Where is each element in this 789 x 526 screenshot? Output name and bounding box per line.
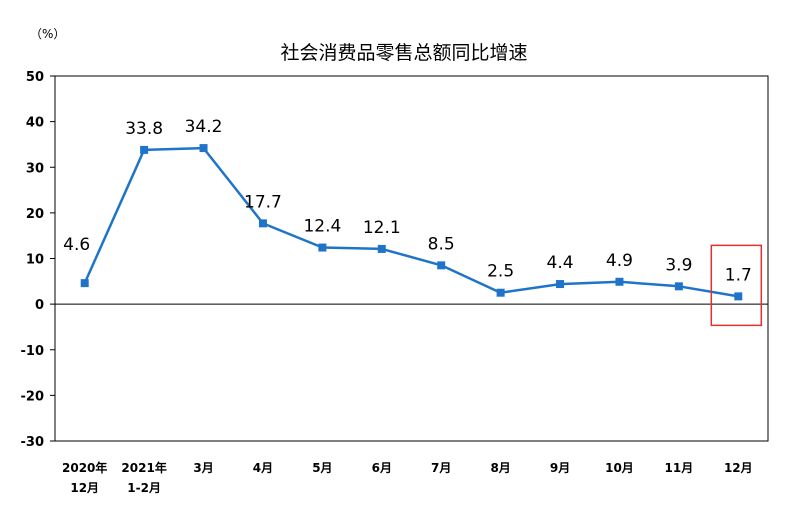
x-tick-label: 2020年 (62, 460, 107, 475)
x-tick-label: 1-2月 (127, 481, 161, 495)
data-label: 1.7 (725, 265, 752, 285)
data-point (80, 279, 89, 288)
y-tick-label: -20 (21, 389, 45, 404)
y-axis: 50 40 30 20 10 0 -10 -20 -30 (21, 70, 55, 450)
data-point (199, 144, 208, 153)
x-tick-label: 6月 (372, 461, 392, 475)
y-tick-label: 20 (26, 207, 44, 222)
data-label: 4.6 (63, 235, 90, 255)
data-label: 12.1 (363, 218, 401, 238)
x-tick-label: 9月 (550, 461, 570, 475)
y-tick-label: 0 (35, 298, 44, 313)
data-point (496, 288, 505, 297)
data-point (615, 277, 624, 286)
x-tick-label: 7月 (431, 461, 451, 475)
data-label: 3.9 (665, 255, 692, 275)
y-tick-label: 30 (26, 161, 44, 176)
data-label: 4.4 (547, 253, 574, 273)
highlight-box (710, 244, 763, 327)
x-tick-label: 12月 (724, 461, 753, 475)
data-point (318, 243, 327, 252)
unit-label: （%） (30, 27, 65, 41)
data-label: 33.8 (125, 119, 163, 139)
y-tick-label: 50 (26, 70, 44, 85)
data-point (674, 282, 683, 291)
y-tick-label: -10 (21, 344, 45, 359)
x-tick-label: 10月 (605, 461, 634, 475)
y-tick-label: 40 (26, 116, 44, 131)
data-label: 17.7 (244, 192, 282, 212)
x-tick-label: 8月 (490, 461, 510, 475)
x-tick-label: 2021年 (121, 460, 166, 475)
x-tick-label: 11月 (665, 461, 694, 475)
chart-title: 社会消费品零售总额同比增速 (280, 42, 527, 64)
series-line (83, 146, 739, 298)
data-label: 4.9 (606, 251, 633, 271)
data-label: 2.5 (487, 262, 514, 282)
data-point (556, 280, 565, 289)
data-label: 8.5 (428, 234, 455, 254)
data-point (258, 219, 267, 228)
data-label: 12.4 (303, 217, 341, 237)
data-point (140, 145, 149, 154)
data-point (437, 261, 446, 270)
y-tick-label: 10 (26, 253, 44, 268)
x-tick-label: 12月 (70, 481, 99, 495)
data-point (734, 292, 743, 301)
x-tick-label: 3月 (193, 461, 213, 475)
x-tick-label: 4月 (253, 461, 273, 475)
data-labels: 4.6 33.8 34.2 17.7 12.4 12.1 8.5 2.5 4.4 4.9 3.9 1.… (63, 117, 752, 285)
data-point (377, 244, 386, 253)
y-tick-label: -30 (21, 435, 45, 450)
x-tick-label: 5月 (312, 461, 332, 475)
series-markers (80, 144, 743, 301)
data-label: 34.2 (185, 117, 223, 137)
x-axis: 2020年 12月 2021年 1-2月 3月 4月 5月 6月 7月 8月 9月 10月 11月 12月 (62, 460, 753, 495)
